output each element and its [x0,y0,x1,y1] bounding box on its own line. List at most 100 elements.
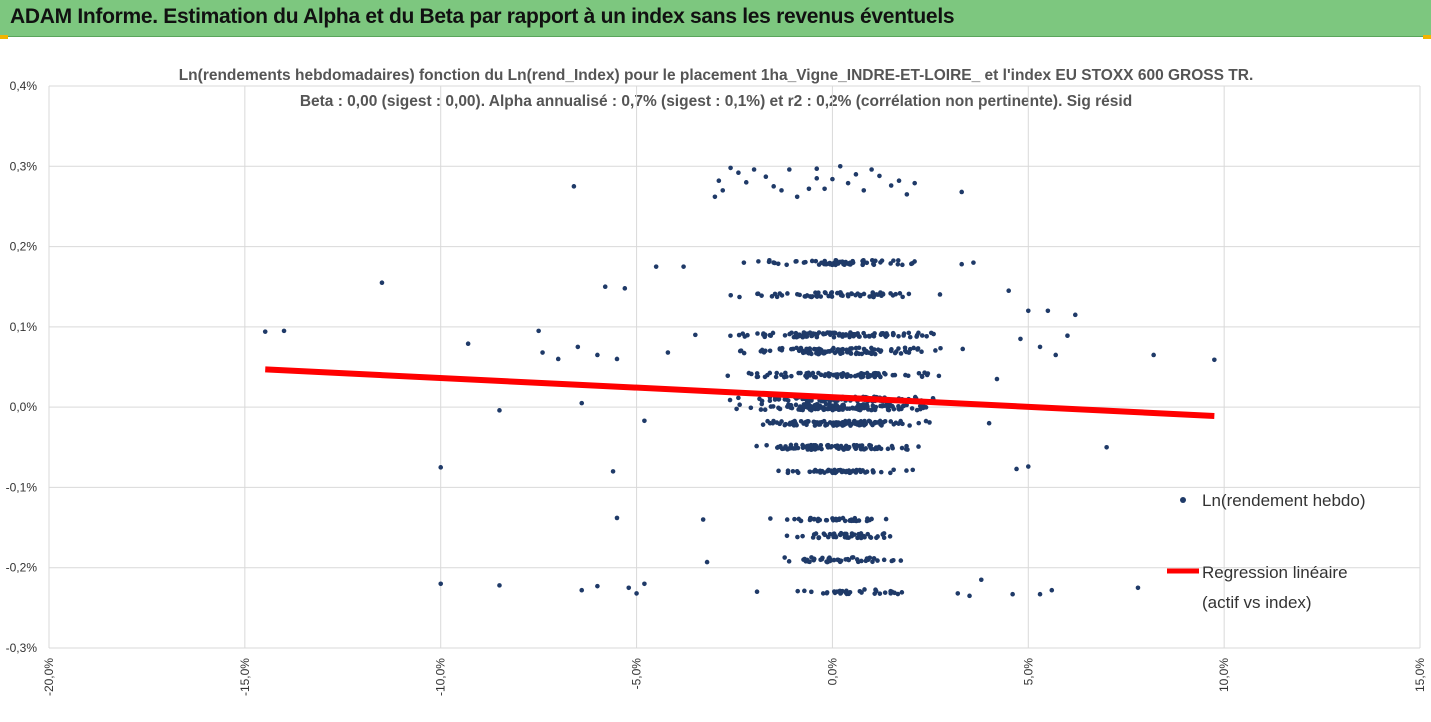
data-point [818,294,824,299]
data-point [829,347,835,353]
data-point [843,418,848,424]
data-point [891,467,896,473]
data-point [846,557,852,563]
data-point [904,192,910,197]
data-point [614,515,620,521]
data-point [736,170,741,176]
data-point [813,402,819,408]
data-point [782,555,787,560]
data-point [840,515,846,521]
data-point [837,163,843,169]
data-point [907,334,913,340]
data-point [994,376,1000,382]
data-point [810,535,816,540]
data-point [831,334,837,340]
data-point [845,180,851,186]
data-point [864,405,870,411]
data-point [967,593,972,599]
data-point [830,532,835,537]
data-point [700,517,706,522]
data-point [1010,591,1015,597]
banner-corner-right [1423,35,1431,39]
y-tick-label: -0,3% [6,641,38,655]
data-point [861,447,867,452]
data-point [869,345,874,351]
chart-area: Ln(rendements hebdomadaires) fonction du… [0,38,1431,722]
data-point [878,446,884,452]
data-point [825,443,831,449]
data-point [704,559,710,565]
data-point [805,418,811,424]
data-point [846,591,851,597]
data-point [859,468,865,473]
data-point [833,372,838,378]
data-point [878,260,883,265]
data-point [767,398,773,404]
data-point [866,418,872,424]
data-point [864,469,870,474]
data-point [911,345,916,351]
data-point [809,589,814,595]
data-point [868,534,873,540]
data-point [759,401,765,407]
data-point [843,534,849,540]
data-point [902,345,908,351]
data-point [853,518,859,523]
data-point [653,264,659,269]
data-point [796,370,801,376]
data-point [602,284,608,290]
data-point [1049,587,1055,593]
data-point [794,469,800,474]
data-point [870,468,876,473]
data-point [767,332,773,338]
data-point [878,469,884,475]
data-point [801,260,807,265]
data-point [867,442,872,448]
data-point [790,468,796,474]
data-point [924,372,930,378]
data-point [465,341,471,347]
data-point [812,423,818,428]
data-point [854,557,860,562]
data-point [555,356,561,362]
data-point [869,516,874,522]
data-point [782,397,788,402]
data-point [816,330,822,335]
data-point [614,356,620,362]
data-point [920,405,926,411]
data-point [438,581,444,587]
data-point [826,467,831,473]
data-point [595,583,600,589]
data-point [579,587,585,593]
data-point [822,532,828,538]
data-point [907,346,913,352]
data-point [806,351,812,356]
scatter-chart: Ln(rendements hebdomadaires) fonction du… [6,67,1427,696]
data-point [804,402,810,408]
data-point [814,469,820,474]
data-point [575,344,581,350]
data-point [831,468,837,473]
data-point [845,292,851,297]
data-point [779,293,785,298]
data-point [931,331,936,337]
data-point [801,330,807,335]
data-point [754,589,760,595]
data-point [863,333,868,339]
data-point [919,333,925,338]
data-point [796,516,802,522]
data-point [821,407,826,413]
data-point [869,258,875,263]
data-point [791,446,797,451]
data-point [774,370,780,376]
data-point [978,577,984,583]
data-point [814,334,820,340]
data-point [859,370,864,376]
data-point [571,184,577,189]
data-point [742,334,748,339]
data-point [856,531,861,537]
data-point [837,405,842,410]
data-point [793,421,798,426]
legend-label-regression: Regression linéaire [1202,563,1348,582]
data-point [955,591,961,596]
